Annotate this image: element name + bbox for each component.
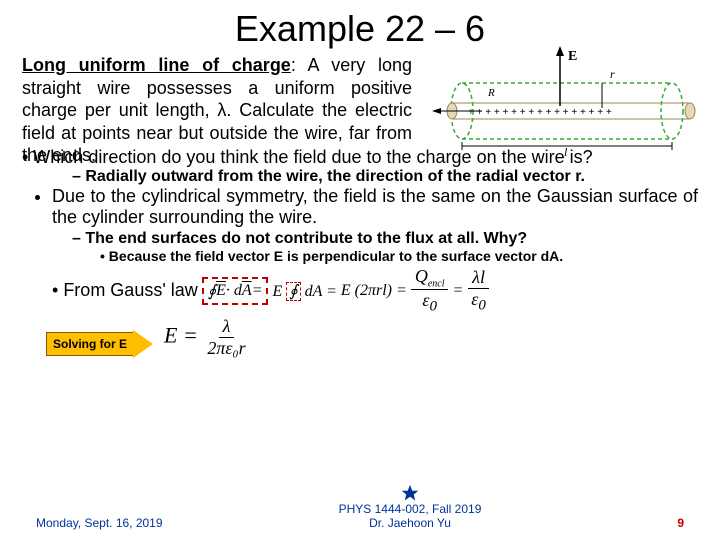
footer-date: Monday, Sept. 16, 2019 xyxy=(36,516,196,530)
frac-qencl: Qencl ε0 xyxy=(411,266,449,316)
gauss-law-row: • From Gauss' law ∮ E · dA = E ∮ dA = E … xyxy=(22,266,698,316)
solving-for-e-arrow: Solving for E xyxy=(46,332,134,356)
gauss-integral-1: ∮ E · dA = xyxy=(202,277,269,305)
slide-footer: Monday, Sept. 16, 2019 PHYS 1444-002, Fa… xyxy=(0,484,720,530)
uta-logo-icon xyxy=(401,484,419,502)
slide-title: Example 22 – 6 xyxy=(0,0,720,50)
sub-bullet-ends: The end surfaces do not contribute to th… xyxy=(72,230,698,248)
svg-text:r: r xyxy=(610,67,615,81)
gauss-integral-2: E ∮ dA = xyxy=(272,281,336,301)
slide-number: 9 xyxy=(624,516,684,530)
footer-course: PHYS 1444-002, Fall 2019 xyxy=(339,502,482,516)
subsub-perpendicular: Because the field vector E is perpendicu… xyxy=(100,248,698,264)
svg-text:+ + + + + + + + + + + + + + +: + + + + + + + + + + + + + + + + + xyxy=(468,107,612,118)
footer-instructor: Dr. Jaehoon Yu xyxy=(369,516,451,530)
solve-row: Solving for E E = λ2πε₀r xyxy=(22,316,698,359)
svg-text:l: l xyxy=(564,145,568,156)
wire-cylinder-diagram: + + + + + + + + + + + + + + + + + E r R … xyxy=(432,46,702,156)
svg-text:E: E xyxy=(568,49,577,64)
gauss-eq-3: E (2πrl) = xyxy=(341,282,407,300)
bullet-symmetry: Due to the cylindrical symmetry, the fie… xyxy=(52,186,698,228)
final-formula: E = λ2πε₀r xyxy=(164,316,250,359)
problem-lead: Long uniform line of charge xyxy=(22,55,291,75)
sub-bullet-radial: Radially outward from the wire, the dire… xyxy=(72,168,698,186)
svg-text:R: R xyxy=(487,87,495,99)
frac-lambdal: λl ε0 xyxy=(467,267,490,315)
footer-center: PHYS 1444-002, Fall 2019 Dr. Jaehoon Yu xyxy=(196,484,624,530)
gauss-label: • From Gauss' law xyxy=(52,280,198,301)
